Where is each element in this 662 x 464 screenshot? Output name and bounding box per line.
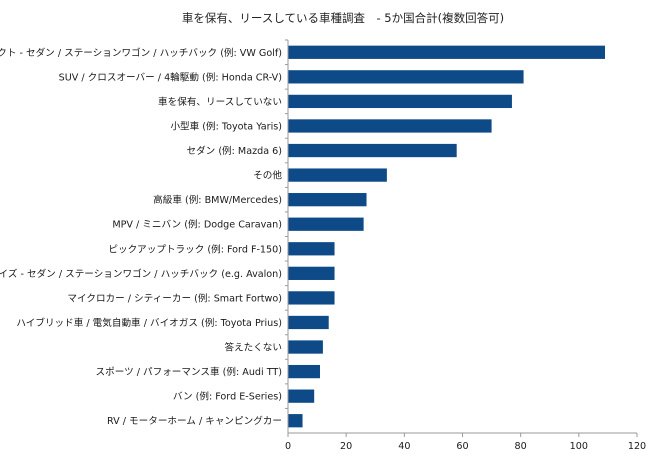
x-tick-label-3: 60: [456, 441, 468, 452]
category-label-11: ハイブリッド車 / 電気自動車 / バイオガス (例: Toyota Prius…: [16, 317, 282, 329]
bar-14: [288, 389, 315, 403]
category-label-5: その他: [253, 170, 282, 182]
category-labels: コンパクト - セダン / ステーションワゴン / ハッチバック (例: VW …: [0, 47, 282, 427]
category-label-2: 車を保有、リースしていない: [158, 96, 282, 108]
bar-6: [288, 193, 367, 207]
category-label-3: 小型車 (例: Toyota Yaris): [170, 120, 282, 132]
bars-layer: [288, 45, 606, 428]
category-label-9: フルサイズ - セダン / ステーションワゴン / ハッチバック (e.g. A…: [0, 268, 282, 280]
category-label-4: セダン (例: Mazda 6): [186, 145, 282, 157]
x-tick-label-1: 20: [340, 441, 352, 452]
bar-5: [288, 168, 387, 182]
x-tick-label-6: 120: [628, 441, 646, 452]
category-label-7: MPV / ミニバン (例: Dodge Caravan): [112, 219, 282, 231]
category-label-14: バン (例: Ford E-Series): [173, 391, 282, 403]
bar-7: [288, 217, 364, 231]
category-label-1: SUV / クロスオーバー / 4輪駆動 (例: Honda CR-V): [59, 71, 282, 83]
bar-0: [288, 45, 606, 59]
bar-13: [288, 364, 320, 379]
bar-4: [288, 143, 457, 158]
category-label-12: 答えたくない: [224, 342, 282, 354]
category-label-0: コンパクト - セダン / ステーションワゴン / ハッチバック (例: VW …: [0, 47, 282, 59]
category-label-13: スポーツ / パフォーマンス車 (例: Audi TT): [96, 366, 282, 378]
chart-title: 車を保有、リースしている車種調査 - 5か国合計(複数回答可): [182, 11, 504, 25]
bar-12: [288, 340, 323, 354]
category-label-8: ピックアップトラック (例: Ford F-150): [108, 243, 282, 255]
x-tick-label-2: 40: [398, 441, 410, 452]
x-tick-label-5: 100: [570, 441, 588, 452]
category-label-10: マイクロカー / シティーカー (例: Smart Fortwo): [67, 292, 282, 304]
x-tick-label-0: 0: [285, 441, 291, 452]
bar-10: [288, 291, 335, 305]
bar-15: [288, 414, 303, 428]
x-tick-label-4: 80: [515, 441, 527, 452]
category-label-15: RV / モーターホーム / キャンピングカー: [107, 415, 282, 427]
bar-8: [288, 242, 335, 256]
bar-11: [288, 315, 329, 330]
axis-layer: [285, 39, 638, 437]
x-tick-labels: 0 20 40 60 80 100 120: [285, 441, 646, 452]
bar-1: [288, 70, 524, 84]
bar-3: [288, 119, 492, 133]
category-label-6: 高級車 (例: BMW/Mercedes): [153, 194, 282, 206]
bar-9: [288, 266, 335, 280]
bar-2: [288, 94, 512, 109]
